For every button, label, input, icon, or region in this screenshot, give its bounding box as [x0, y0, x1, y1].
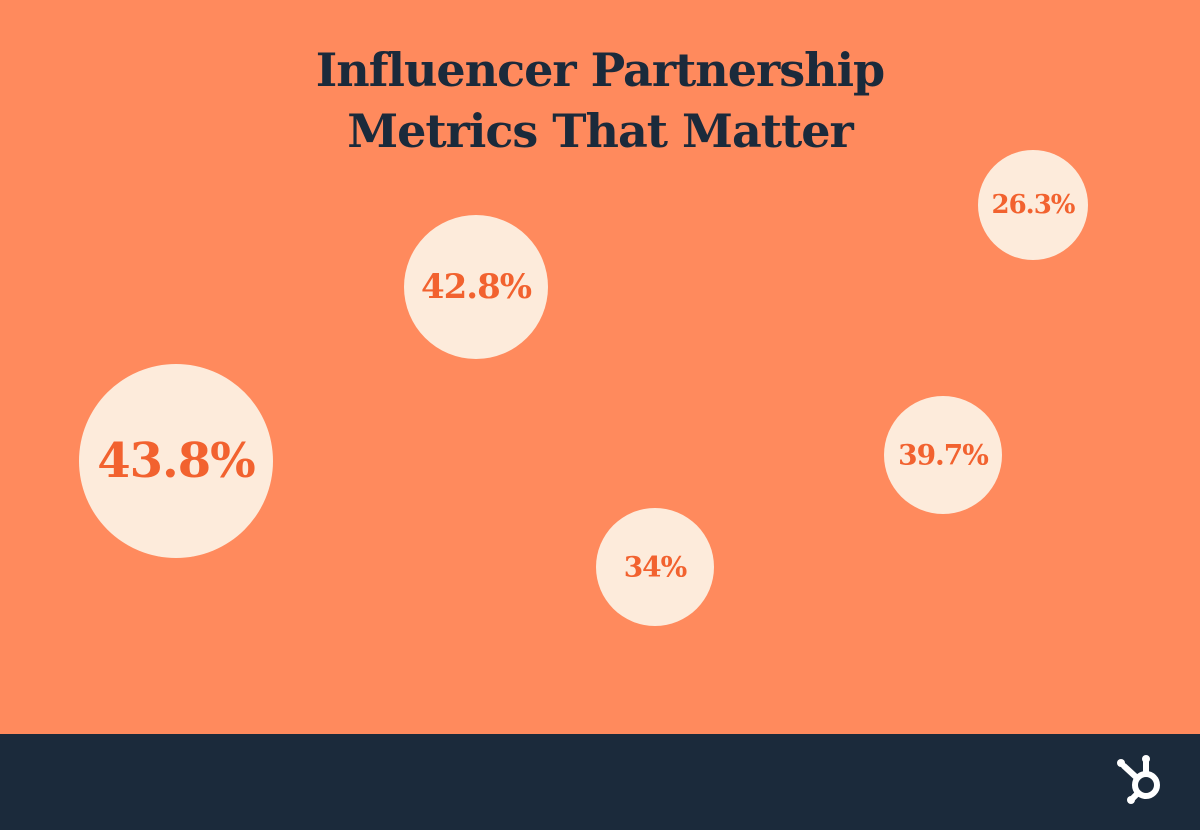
- title-line: Metrics That Matter: [347, 104, 854, 158]
- title-line: Influencer Partnership: [316, 43, 884, 97]
- bubble: [596, 508, 714, 626]
- footer: [0, 734, 1200, 830]
- bubble-label: 34%: [624, 551, 687, 584]
- bubble-label: 42.8%: [421, 267, 532, 307]
- bubble: [884, 396, 1002, 514]
- bubble: [79, 364, 273, 558]
- bubble-label: 39.7%: [898, 439, 988, 472]
- logo: [1117, 755, 1160, 804]
- bubble-label: 43.8%: [97, 433, 255, 489]
- bubble-label: 26.3%: [991, 190, 1075, 220]
- bubble: [404, 215, 548, 359]
- bubble: [978, 150, 1088, 260]
- background: [0, 0, 1200, 734]
- bubbles: 26.3% 42.8% 43.8% 39.7% 34%: [79, 150, 1088, 626]
